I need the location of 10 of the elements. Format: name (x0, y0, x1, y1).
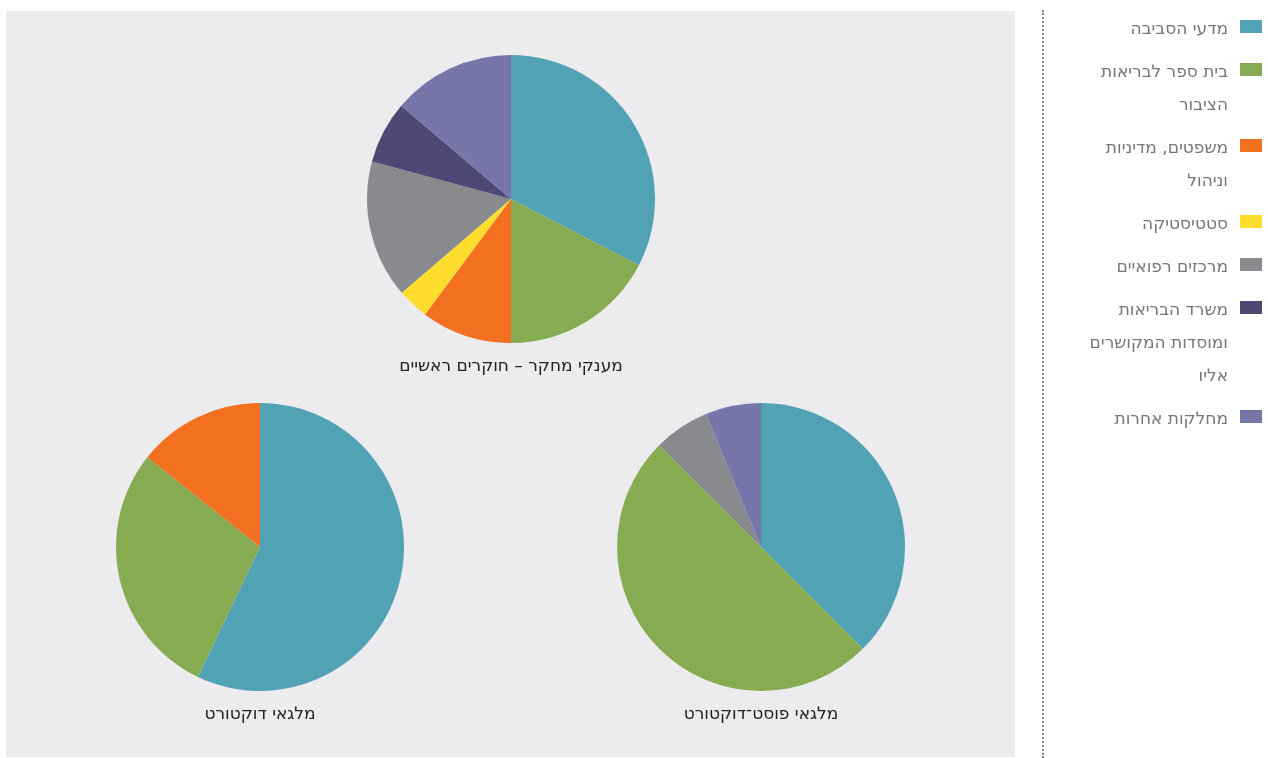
text: מלגאי דוקטורט (204, 703, 316, 723)
legend-label: מדעי הסביבה (1129, 17, 1228, 40)
legend-label: משרד הבריאות ומוסדות המקושרים אליו (1088, 298, 1228, 387)
legend-label: מרכזים רפואיים (1115, 255, 1228, 278)
legend-label: משפטים, מדיניות וניהול (1104, 136, 1228, 192)
legend-label: מחלקות אחרות (1113, 407, 1228, 430)
legend-label: בית ספר לבריאות הציבור (1100, 60, 1228, 116)
text: מלגאי פוסט־דוקטורט (683, 703, 839, 723)
text: מענקי מחקר – חוקרים ראשיים (399, 355, 623, 375)
legend-label: סטטיסטיקה (1141, 212, 1228, 235)
